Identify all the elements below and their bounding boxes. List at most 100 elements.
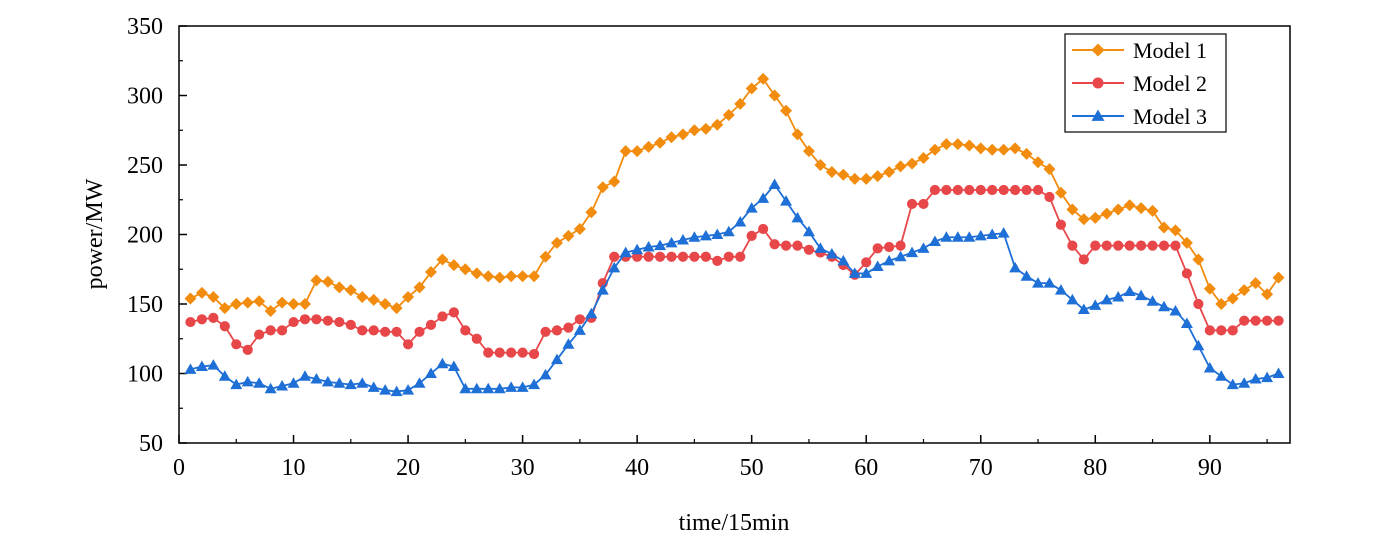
data-point (493, 271, 506, 284)
x-tick-label: 10 (282, 455, 306, 481)
data-point (184, 363, 197, 374)
data-point (665, 131, 678, 144)
data-point (1249, 277, 1262, 290)
data-point (928, 143, 941, 156)
data-point (471, 333, 482, 344)
data-point (1066, 203, 1079, 216)
data-point (1158, 240, 1170, 251)
series-3 (184, 178, 1285, 397)
data-point (814, 159, 827, 171)
data-point (860, 172, 873, 185)
data-point (1238, 377, 1251, 388)
data-point (894, 160, 907, 173)
data-point (344, 378, 357, 390)
data-point (1136, 240, 1147, 251)
data-point (334, 316, 345, 328)
data-point (402, 291, 415, 304)
data-point (1054, 284, 1067, 295)
legend-item: Model 1 (1072, 38, 1207, 63)
data-point (1100, 293, 1113, 305)
data-point (299, 314, 311, 325)
data-point (951, 138, 964, 151)
data-point (413, 377, 426, 388)
data-point (1250, 315, 1261, 326)
data-point (459, 382, 472, 394)
data-point (322, 315, 333, 326)
x-tick-label: 20 (396, 455, 420, 481)
data-point (1226, 378, 1239, 390)
data-point (1055, 219, 1067, 230)
data-point (780, 195, 793, 206)
data-point (1239, 315, 1250, 326)
data-point (1090, 240, 1101, 251)
data-point (814, 242, 827, 253)
data-point (447, 259, 460, 272)
data-point (1112, 291, 1125, 302)
data-point (803, 244, 815, 255)
data-point (333, 377, 346, 388)
data-point (735, 251, 746, 262)
data-point (1249, 373, 1262, 384)
data-point (1123, 285, 1136, 296)
data-point (1123, 199, 1136, 212)
data-point (470, 382, 483, 394)
data-point (310, 373, 323, 384)
data-point (1067, 240, 1078, 251)
data-point (276, 380, 289, 391)
data-point (711, 228, 724, 239)
data-point (264, 382, 277, 394)
data-point (918, 198, 929, 210)
data-point (917, 242, 930, 253)
data-point (745, 202, 758, 213)
data-point (654, 251, 666, 262)
data-point (424, 266, 437, 279)
data-point (493, 382, 506, 394)
data-point (699, 122, 712, 135)
data-point (780, 240, 792, 251)
data-point (1135, 202, 1148, 215)
data-point (895, 240, 906, 251)
data-point (208, 312, 219, 323)
legend-item: Model 2 (1072, 71, 1207, 96)
data-point (298, 370, 311, 381)
data-point (516, 381, 529, 392)
data-point (437, 311, 448, 322)
y-tick-label: 300 (127, 84, 163, 110)
data-point (1009, 261, 1022, 273)
data-point (367, 293, 380, 306)
data-point (254, 329, 265, 340)
data-point (368, 325, 379, 336)
data-point (987, 184, 998, 196)
data-point (195, 286, 208, 299)
y-axis: 50 100 150 200 250 300 350 (127, 14, 187, 457)
data-point (242, 344, 253, 355)
data-point (402, 339, 414, 350)
data-point (1032, 277, 1045, 288)
data-point (391, 326, 402, 337)
data-point (1158, 300, 1171, 312)
data-point (941, 184, 952, 196)
data-point (1180, 317, 1193, 328)
data-point (539, 368, 552, 380)
data-point (230, 378, 243, 390)
data-point (196, 314, 208, 325)
data-point (1261, 288, 1274, 301)
data-point (975, 184, 986, 196)
y-tick-label: 150 (127, 292, 163, 318)
data-point (928, 235, 941, 246)
x-tick-label: 30 (511, 455, 535, 481)
data-point (734, 97, 747, 110)
data-point (482, 270, 495, 283)
data-point (722, 225, 735, 237)
y-tick-label: 250 (127, 153, 163, 179)
data-point (505, 381, 518, 392)
data-point (516, 270, 529, 283)
data-point (1180, 236, 1193, 249)
legend-swatch-marker (1092, 77, 1104, 89)
data-point (1101, 240, 1112, 251)
data-point (677, 251, 689, 262)
x-tick-label: 90 (1198, 455, 1222, 481)
data-point (1216, 325, 1227, 336)
data-point (1020, 147, 1033, 160)
data-point (573, 222, 586, 235)
